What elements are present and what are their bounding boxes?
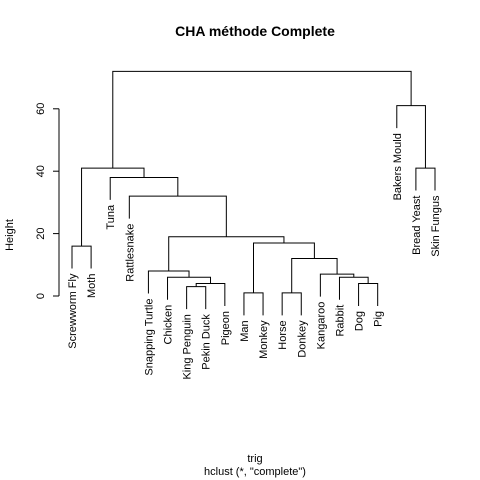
merge-link — [243, 292, 264, 316]
subtitle: hclust (*, "complete") — [204, 466, 306, 478]
leaf-label: Rattlesnake — [124, 224, 136, 282]
leaf-label: Skin Fungus — [430, 195, 442, 257]
leaf-label: Man — [239, 320, 251, 341]
merge-link — [71, 245, 92, 269]
leaf-label: Pekin Duck — [201, 314, 213, 370]
y-axis-label: Height — [4, 219, 16, 251]
leaf-label: Rabbit — [334, 305, 346, 337]
leaf-label: Pigeon — [220, 311, 232, 345]
merge-link — [415, 167, 436, 191]
leaf-label: Bakers Mould — [392, 133, 404, 200]
leaf-label: Kangaroo — [315, 302, 327, 350]
leaf-label: Chicken — [163, 305, 175, 345]
leaf-label: King Penguin — [182, 314, 194, 379]
y-tick-label: 60 — [35, 103, 47, 115]
leaf-label: Pig — [373, 311, 385, 327]
merge-link — [128, 195, 227, 237]
y-tick-label: 0 — [35, 293, 47, 299]
y-tick-label: 20 — [35, 227, 47, 239]
leaf-label: Donkey — [296, 320, 308, 358]
merge-link — [338, 276, 369, 300]
leaf-label: Tuna — [105, 204, 117, 230]
leaf-label: Horse — [277, 320, 289, 349]
merge-link — [167, 276, 212, 300]
dendrogram-tree — [71, 70, 436, 316]
leaf-label: Moth — [86, 274, 98, 298]
merge-link — [112, 70, 412, 169]
merge-link — [358, 283, 379, 306]
merge-link — [291, 258, 338, 293]
y-axis: 0 20 40 60 — [35, 103, 60, 299]
x-axis-label: trig — [247, 453, 262, 465]
merge-link — [281, 292, 302, 316]
leaf-label: Screwworm Fly — [67, 273, 79, 349]
leaf-label: Monkey — [258, 320, 270, 359]
leaf-label: Snapping Turtle — [143, 299, 155, 376]
merge-link — [147, 270, 190, 294]
merge-link — [168, 236, 285, 272]
leaf-labels: Screwworm Fly Moth Tuna Rattlesnake Snapping… — [67, 133, 442, 379]
leaf-label: Bread Yeast — [411, 196, 423, 255]
leaf-label: Dog — [354, 311, 366, 331]
chart-title: CHA méthode Complete — [175, 23, 335, 39]
merge-link — [253, 242, 315, 293]
y-tick-label: 40 — [35, 165, 47, 177]
merge-link — [186, 286, 207, 310]
